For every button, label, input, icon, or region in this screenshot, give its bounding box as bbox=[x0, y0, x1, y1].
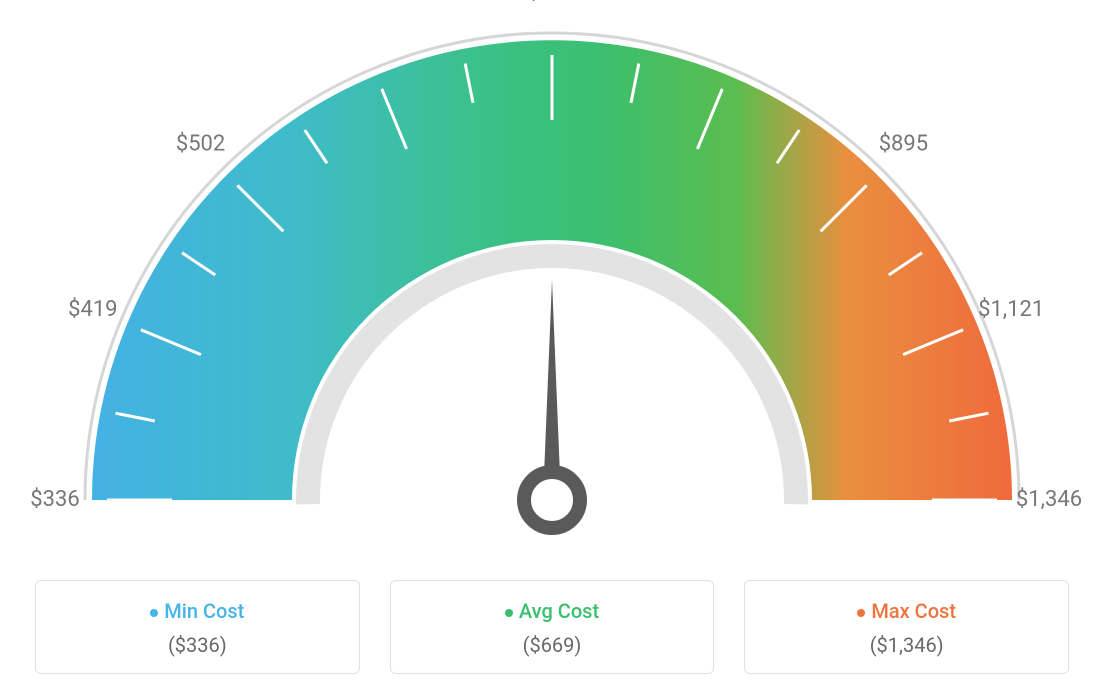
max-cost-label: Max Cost bbox=[871, 599, 956, 623]
gauge-chart: $336 $419 $502 $669 $895 $1,121 $1,346 bbox=[0, 0, 1104, 560]
gauge-scale-label: $1,346 bbox=[1016, 487, 1082, 512]
avg-cost-title: Avg Cost bbox=[401, 599, 704, 623]
max-cost-card: Max Cost ($1,346) bbox=[744, 580, 1069, 674]
max-cost-title: Max Cost bbox=[755, 599, 1058, 623]
summary-row: Min Cost ($336) Avg Cost ($669) Max Cost ($1,… bbox=[0, 580, 1104, 674]
gauge-scale-label: $895 bbox=[879, 132, 928, 157]
avg-cost-value: ($669) bbox=[401, 633, 704, 657]
chart-container: $336 $419 $502 $669 $895 $1,121 $1,346 Min Cos… bbox=[0, 0, 1104, 690]
min-cost-dot-icon bbox=[150, 609, 158, 617]
gauge-scale-label: $502 bbox=[176, 132, 225, 157]
max-cost-value: ($1,346) bbox=[755, 633, 1058, 657]
gauge-scale-label: $419 bbox=[68, 297, 117, 322]
min-cost-card: Min Cost ($336) bbox=[35, 580, 360, 674]
min-cost-title: Min Cost bbox=[46, 599, 349, 623]
avg-cost-dot-icon bbox=[505, 609, 513, 617]
avg-cost-label: Avg Cost bbox=[519, 599, 599, 623]
gauge-scale-label: $669 bbox=[527, 0, 576, 5]
min-cost-value: ($336) bbox=[46, 633, 349, 657]
gauge-svg: $336 $419 $502 $669 $895 $1,121 $1,346 bbox=[0, 0, 1104, 560]
max-cost-dot-icon bbox=[857, 609, 865, 617]
min-cost-label: Min Cost bbox=[164, 599, 244, 623]
gauge-needle-hub bbox=[524, 472, 580, 528]
gauge-scale-label: $336 bbox=[30, 487, 79, 512]
gauge-scale-label: $1,121 bbox=[978, 297, 1044, 322]
avg-cost-card: Avg Cost ($669) bbox=[390, 580, 715, 674]
